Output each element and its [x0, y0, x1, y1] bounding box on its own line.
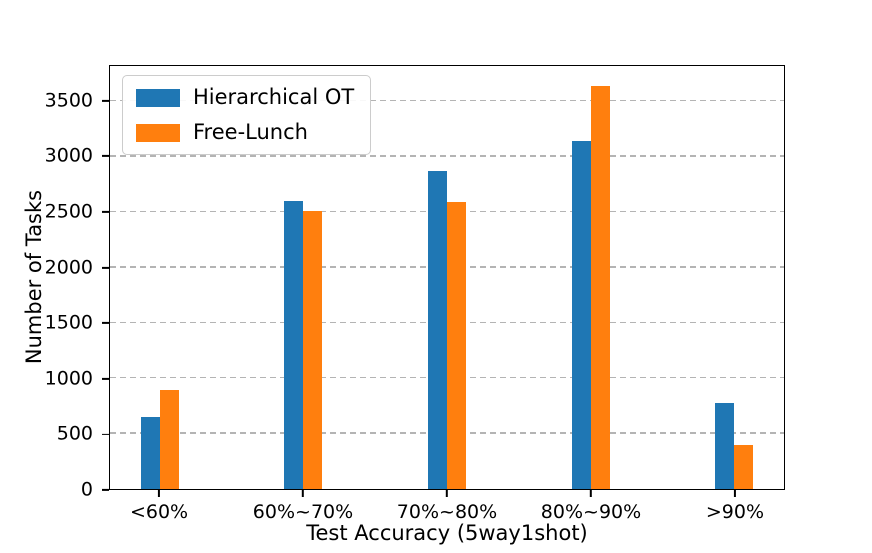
bar-group-80%~90%	[571, 86, 610, 489]
x-tick-mark	[158, 490, 160, 497]
x-tick-60%~70%: 60%~70%	[253, 490, 353, 523]
legend-item-free-lunch: Free-Lunch	[136, 120, 354, 145]
x-tick->90%: >90%	[706, 490, 764, 523]
bar-hierarchical-ot->90%	[715, 403, 735, 489]
x-tick-mark	[734, 490, 736, 497]
legend-label: Free-Lunch	[193, 120, 308, 145]
y-tick-mark	[102, 489, 109, 491]
x-axis-ticks: <60% 60%~70% 70%~80% 80%~90% >90%	[109, 490, 785, 530]
legend-swatch	[136, 123, 180, 142]
y-tick-mark	[102, 433, 109, 436]
bar-group-70%~80%	[428, 170, 466, 489]
bar-free-lunch->90%	[734, 444, 754, 489]
bar-hierarchical-ot-70%~80%	[428, 170, 447, 489]
y-tick-mark	[102, 155, 109, 158]
bar-group-60%~70%	[284, 200, 323, 489]
bar-hierarchical-ot-60%~70%	[284, 200, 304, 489]
legend: Hierarchical OT Free-Lunch	[122, 75, 372, 156]
legend-swatch	[136, 88, 180, 107]
y-tick-mark	[102, 377, 109, 380]
y-tick-label-500: 500	[56, 422, 93, 445]
plot-area: Hierarchical OT Free-Lunch	[109, 65, 785, 490]
x-tick-mark	[590, 490, 592, 497]
bar-hierarchical-ot-80%~90%	[571, 140, 591, 489]
x-tick-<60%: <60%	[130, 490, 188, 523]
y-tick-mark	[102, 210, 109, 213]
x-tick-label: 70%~80%	[396, 501, 498, 523]
legend-label: Hierarchical OT	[193, 85, 355, 109]
y-axis-ticks: 0 500 1000 1500 2000 2500 3000 3500	[0, 65, 109, 499]
y-tick-label-2000: 2000	[44, 256, 93, 278]
x-tick-80%~90%: 80%~90%	[541, 490, 641, 523]
bar-group->90%	[715, 403, 754, 489]
y-tick-label-2500: 2500	[44, 200, 93, 223]
y-tick-label-0: 0	[80, 478, 93, 501]
y-tick-label-3000: 3000	[44, 144, 93, 167]
y-tick-mark	[102, 266, 109, 269]
legend-item-hierarchical-ot: Hierarchical OT	[136, 85, 355, 109]
y-tick-mark	[102, 99, 109, 102]
y-tick-mark	[102, 322, 109, 325]
bar-free-lunch-80%~90%	[590, 86, 610, 489]
bar-free-lunch-70%~80%	[447, 201, 466, 489]
y-tick-label-1000: 1000	[44, 367, 93, 390]
x-tick-label: >90%	[705, 501, 765, 523]
y-tick-label-3500: 3500	[44, 89, 93, 112]
x-tick-mark	[446, 490, 448, 497]
x-tick-label: 60%~70%	[252, 501, 354, 523]
x-tick-label: <60%	[129, 501, 189, 523]
bar-free-lunch-60%~70%	[303, 210, 323, 489]
x-tick-label: 80%~90%	[540, 501, 642, 523]
y-tick-label-1500: 1500	[44, 311, 93, 334]
bar-free-lunch-<60%	[159, 389, 179, 489]
bar-group-<60%	[140, 389, 179, 489]
x-axis-label: Test Accuracy (5way1shot)	[306, 521, 588, 545]
gridline-3000	[110, 155, 784, 157]
gridline-3500	[110, 100, 784, 102]
x-tick-70%~80%: 70%~80%	[397, 490, 497, 523]
bar-hierarchical-ot-<60%	[140, 416, 160, 489]
x-tick-mark	[302, 490, 304, 497]
